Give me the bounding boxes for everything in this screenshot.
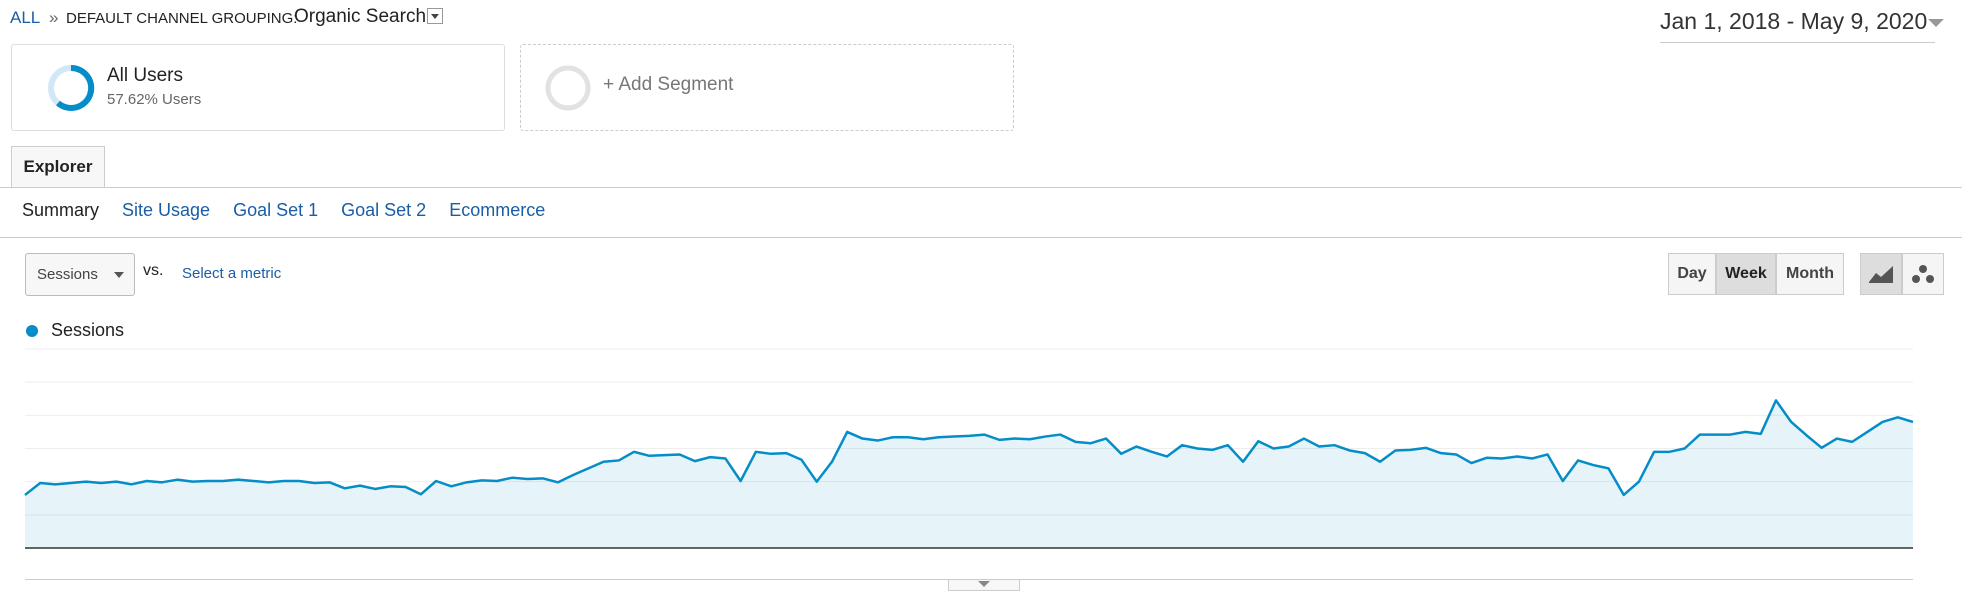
add-segment-ring xyxy=(545,65,591,111)
x-tick-label: 2020 xyxy=(1622,554,1655,555)
explorer-tab[interactable]: Explorer xyxy=(11,146,105,188)
subtab[interactable]: Goal Set 2 xyxy=(341,200,427,220)
segment-donut xyxy=(48,64,95,111)
chart-collapse[interactable] xyxy=(948,579,1020,591)
subtab-rule xyxy=(0,237,1962,238)
breadcrumb-value: Organic Search xyxy=(294,6,427,27)
dropdown-toggle[interactable] xyxy=(427,8,443,24)
legend-label: Sessions xyxy=(51,320,124,340)
subtab[interactable]: Ecommerce xyxy=(449,200,546,220)
bottom-rule xyxy=(25,579,1913,580)
date-caret xyxy=(1928,19,1944,27)
granularity-button[interactable]: Week xyxy=(1716,253,1776,295)
metric-dropdown[interactable]: Sessions xyxy=(25,253,135,296)
line-icon xyxy=(1869,266,1893,283)
metric-caret xyxy=(114,272,124,278)
bubble-icon xyxy=(1912,265,1934,283)
segment-detail: 57.62% Users xyxy=(107,91,202,108)
subtab-bar: Summary Site Usage Goal Set 1 Goal Set 2 Eco… xyxy=(22,200,545,221)
breadcrumb-separator: » xyxy=(49,8,59,27)
subtab[interactable]: Goal Set 1 xyxy=(233,200,319,220)
legend-marker xyxy=(26,325,38,337)
metric: Sessions xyxy=(37,266,98,283)
select-metric[interactable]: Select a metric xyxy=(182,265,282,282)
vs-label: vs. xyxy=(143,262,164,279)
breadcrumb-all[interactable]: ALL xyxy=(10,8,41,27)
tab-rule xyxy=(0,187,1962,188)
add-segment: + Add Segment xyxy=(603,74,734,95)
granularity-button[interactable]: Month xyxy=(1776,253,1844,295)
chart: Sessions 2019 2020 xyxy=(24,320,1914,555)
x-tick-label: 2019 xyxy=(815,554,848,555)
line-chart-toggle[interactable] xyxy=(1860,253,1902,295)
date-range[interactable]: Jan 1, 2018 - May 9, 2020 xyxy=(1660,8,1936,43)
sessions-line xyxy=(24,399,1914,497)
motion-chart-toggle[interactable] xyxy=(1902,253,1944,295)
subtab[interactable]: Site Usage xyxy=(122,200,211,220)
breadcrumb-dimension: DEFAULT CHANNEL GROUPING: xyxy=(66,10,298,27)
segment-name: All Users xyxy=(107,65,184,86)
add-segment-card[interactable]: + Add Segment xyxy=(520,44,1014,131)
subtab[interactable]: Summary xyxy=(22,200,100,220)
area-fill xyxy=(25,400,1913,548)
segment-card[interactable]: All Users 57.62% Users xyxy=(11,44,505,131)
granularity-button[interactable]: Day xyxy=(1668,253,1716,295)
